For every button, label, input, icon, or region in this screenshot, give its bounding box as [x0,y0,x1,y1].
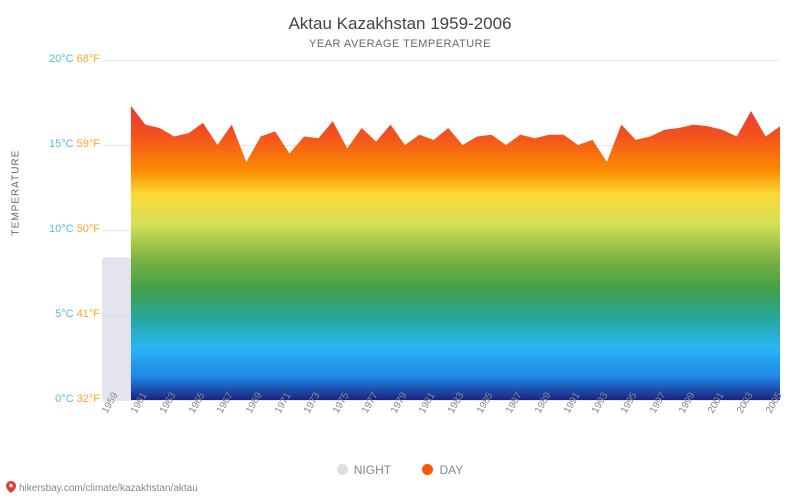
y-tick-label: 5°C 41°F [10,308,100,320]
legend-label-night: NIGHT [354,463,391,477]
legend-swatch-night [337,464,348,475]
attribution-text: hikersbay.com/climate/kazakhstan/aktau [19,483,198,494]
legend-item-night: NIGHT [337,463,391,477]
legend-swatch-day [422,464,433,475]
missing-data-region [102,257,131,400]
y-tick-label: 10°C 50°F [10,223,100,235]
chart-container: Aktau Kazakhstan 1959-2006 YEAR AVERAGE … [0,0,800,500]
plot-area [102,60,780,400]
y-tick-label: 15°C 59°F [10,138,100,150]
legend: NIGHT DAY [0,463,800,479]
day-area [131,106,780,400]
y-tick-label: 0°C 32°F [10,393,100,405]
chart-title: Aktau Kazakhstan 1959-2006 [0,0,800,34]
legend-label-day: DAY [439,463,463,477]
y-tick-label: 20°C 68°F [10,53,100,65]
legend-item-day: DAY [422,463,463,477]
chart-svg [102,60,780,400]
map-pin-icon [6,481,16,496]
attribution: hikersbay.com/climate/kazakhstan/aktau [6,481,198,496]
chart-subtitle: YEAR AVERAGE TEMPERATURE [0,34,800,50]
